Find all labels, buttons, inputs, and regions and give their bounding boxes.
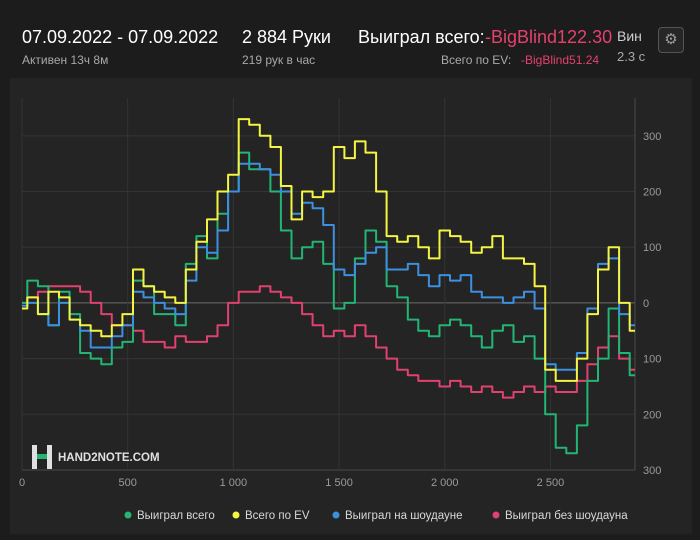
y-tick-label: 100 <box>643 354 661 366</box>
x-tick-label: 500 <box>119 477 137 489</box>
y-tick-label: 300 <box>643 465 661 477</box>
cut-label: Вин <box>617 28 642 44</box>
won-label: Выиграл всего: <box>358 27 485 47</box>
cut-sub: 2.3 с <box>617 49 646 64</box>
ev-value: -BigBlind51.24 <box>521 53 600 67</box>
x-tick-labels: 0 500 1 000 1 500 2 000 2 500 <box>19 477 564 489</box>
series-line-2 <box>22 162 635 371</box>
legend-marker <box>124 511 132 519</box>
series-lines <box>22 118 635 455</box>
x-tick-label: 2 000 <box>431 477 459 489</box>
logo-text: HAND2NOTE.COM <box>58 452 160 464</box>
y-tick-label: 200 <box>643 409 661 421</box>
hands-per-hour: 219 рук в час <box>242 53 316 67</box>
won-value: -BigBlind122.30 <box>485 27 613 47</box>
y-tick-label: 200 <box>643 187 661 199</box>
y-tick-labels: 300 200 100 0 100 200 300 <box>643 131 661 477</box>
y-tick-label: 300 <box>643 131 661 143</box>
legend: Выиграл всего Всего по EV Выиграл на шоуда… <box>124 510 628 522</box>
x-tick-label: 1 000 <box>220 477 248 489</box>
legend-label[interactable]: Выиграл на шоудауне <box>345 510 463 522</box>
active-time: Активен 13ч 8м <box>22 53 109 67</box>
x-tick-label: 1 500 <box>325 477 353 489</box>
series-line-1 <box>22 118 635 382</box>
hands-count: 2 884 Руки <box>242 27 331 47</box>
settings-gear-icon[interactable]: ⚙ <box>658 27 684 53</box>
date-range[interactable]: 07.09.2022 - 07.09.2022 <box>22 27 219 47</box>
ev-label: Всего по EV: <box>441 53 512 67</box>
legend-marker <box>332 511 340 519</box>
legend-label[interactable]: Всего по EV <box>245 510 310 522</box>
stats-header: 07.09.2022 - 07.09.2022 Активен 13ч 8м 2… <box>0 0 700 78</box>
y-tick-label: 100 <box>643 242 661 254</box>
grid-lines <box>21 98 636 471</box>
hand2note-logo: HAND2NOTE.COM <box>32 445 160 469</box>
x-tick-label: 2 500 <box>537 477 565 489</box>
legend-label[interactable]: Выиграл всего <box>137 510 215 522</box>
chart-panel: 300 200 100 0 100 200 300 0 500 1 000 1 500 2 000 2… <box>10 78 692 534</box>
legend-label[interactable]: Выиграл без шоудауна <box>505 510 628 522</box>
legend-marker <box>232 511 240 519</box>
x-tick-label: 0 <box>19 477 25 489</box>
legend-marker <box>492 511 500 519</box>
y-tick-label: 0 <box>643 298 649 310</box>
